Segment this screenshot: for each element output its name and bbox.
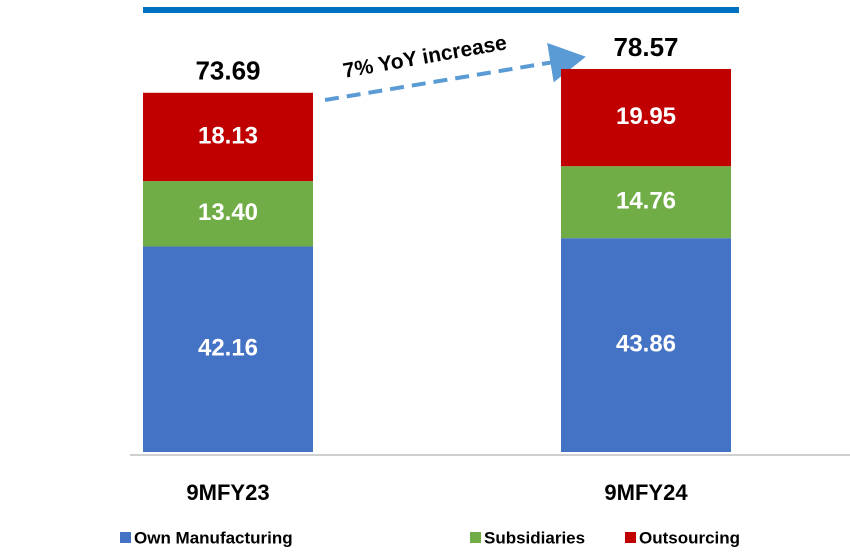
legend-label: Subsidiaries [484, 528, 585, 547]
x-tick-label: 9MFY24 [604, 480, 688, 505]
bar-segment [561, 238, 731, 452]
x-tick-label: 9MFY23 [186, 480, 269, 505]
total-label: 78.57 [613, 32, 678, 62]
bar-segment [561, 68, 731, 167]
total-label: 73.69 [195, 56, 260, 86]
legend-label: Own Manufacturing [134, 528, 293, 547]
bar-segment [143, 181, 313, 247]
legend-label: Outsourcing [639, 528, 740, 547]
legend-swatch [120, 532, 131, 543]
bar-segment [143, 92, 313, 182]
legend-swatch [625, 532, 636, 543]
bar-segment [561, 166, 731, 239]
value-label: 19.95 [616, 103, 676, 130]
value-label: 43.86 [616, 330, 676, 357]
value-label: 14.76 [616, 188, 676, 215]
value-label: 18.13 [198, 122, 258, 149]
value-label: 42.16 [198, 335, 258, 362]
legend-swatch [470, 532, 481, 543]
value-label: 13.40 [198, 199, 258, 226]
bar-segment [143, 246, 313, 452]
